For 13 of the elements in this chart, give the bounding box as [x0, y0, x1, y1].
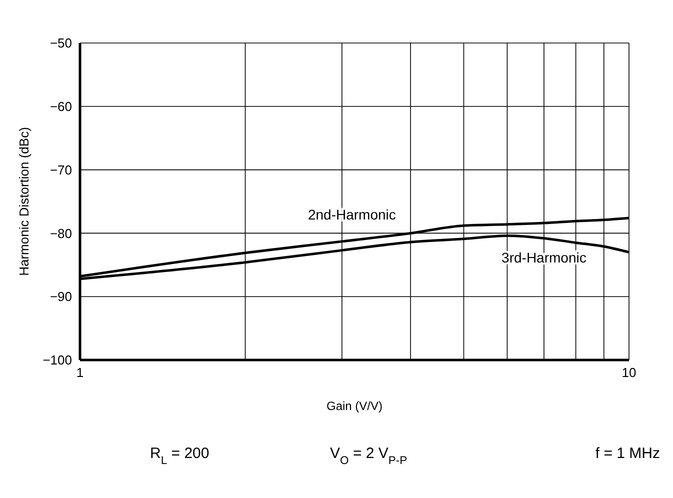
y-tick-label: −90 [50, 289, 72, 304]
text: R$_{L}$ = 200 [150, 445, 210, 467]
y-tick-label: −80 [50, 226, 72, 241]
text: V$_{O}$ = 2 V$_{P-P}$ [330, 445, 408, 467]
x-axis-title: Gain (V/V) [326, 399, 383, 413]
x-tick-label: 10 [622, 365, 636, 380]
text: f = 1 MHz [595, 445, 660, 462]
y-tick-label: −60 [50, 99, 72, 114]
y-tick-label: −50 [50, 36, 72, 51]
y-tick-label: −100 [42, 352, 72, 368]
x-tick-label: 1 [76, 365, 84, 380]
y-tick-label: −70 [50, 162, 72, 178]
y-axis-title: Harmonic Distortion (dBc) [16, 127, 32, 276]
